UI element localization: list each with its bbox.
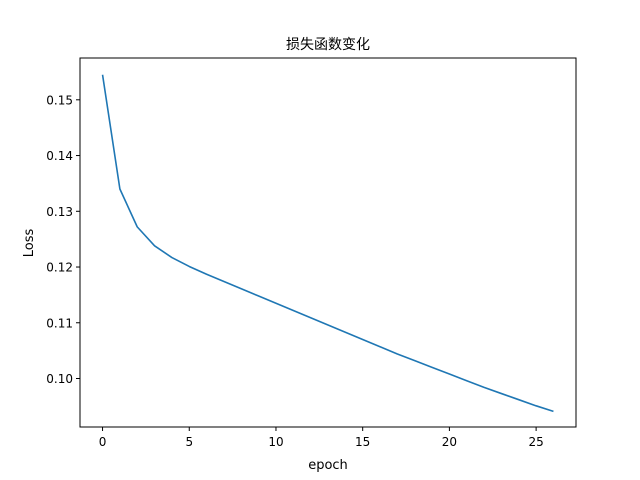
y-tick-label: 0.14 xyxy=(46,149,73,163)
series-layer xyxy=(101,74,554,413)
x-tick-label: 10 xyxy=(268,435,283,449)
y-tick-label: 0.13 xyxy=(46,205,73,219)
y-axis: 0.10 0.11 0.12 0.13 0.14 0.15 xyxy=(46,93,80,386)
x-tick-label: 20 xyxy=(442,435,457,449)
chart-title: 损失函数变化 xyxy=(286,37,370,53)
x-axis: 0 5 10 15 20 25 xyxy=(99,427,544,449)
x-tick-label: 15 xyxy=(355,435,370,449)
y-tick-label: 0.12 xyxy=(46,261,73,275)
x-axis-label: epoch xyxy=(308,458,348,473)
x-tick-label: 5 xyxy=(185,435,193,449)
y-tick-label: 0.15 xyxy=(46,93,73,107)
loss-line xyxy=(101,74,554,413)
x-tick-label: 25 xyxy=(528,435,543,449)
plot-area xyxy=(79,57,577,428)
x-tick-label: 0 xyxy=(99,435,107,449)
y-axis-label: Loss xyxy=(22,229,37,258)
plot-frame xyxy=(79,57,577,428)
y-tick-label: 0.11 xyxy=(46,316,73,330)
y-tick-label: 0.10 xyxy=(46,372,73,386)
